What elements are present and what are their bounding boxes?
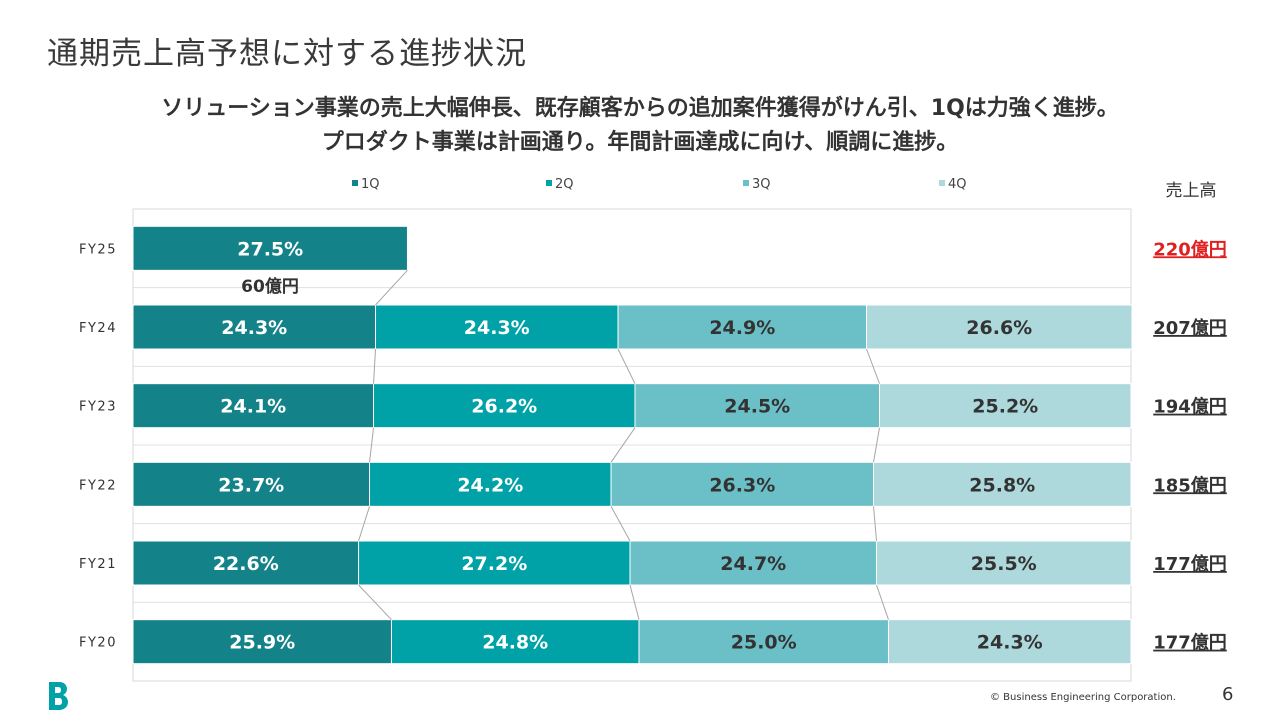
bar-segment [132,225,408,271]
fy25-annotation: 60億円 [241,276,299,297]
series-line [610,506,631,542]
bar-segment [610,461,875,507]
bar-segment [638,619,889,665]
legend-marker [546,180,552,186]
category-label: FY22 [79,478,117,493]
series-line [375,269,408,306]
legend-marker [352,180,358,186]
series-line [866,348,880,384]
bar-data-label: 25.2% [972,396,1038,418]
bar-segment [358,540,631,586]
bar-segment [132,540,360,586]
company-logo-icon [49,682,68,710]
bar-data-label: 24.8% [482,632,548,654]
bar-segment [887,619,1132,665]
series-line [873,506,878,542]
legend-label: 1Q [361,177,380,192]
category-label: FY21 [79,557,117,572]
series-line [617,348,636,384]
bar-segment [866,304,1133,350]
sales-value: 194億円 [1153,396,1227,418]
bar-segment [369,461,612,507]
sales-value: 185億円 [1153,474,1227,496]
bar-segment [617,304,868,350]
bar-data-label: 24.1% [220,396,286,418]
page-number: 6 [1222,684,1234,705]
bar-data-label: 24.5% [724,396,790,418]
bar-data-label: 24.3% [977,632,1043,654]
slide-subtitle-line-1: ソリューション事業の売上大幅伸長、既存顧客からの追加案件獲得がけん引、1Qは力強… [161,96,1119,121]
bar-data-label: 24.9% [709,317,775,339]
bar-data-label: 25.5% [971,553,1037,575]
slide-subtitle-line-2: プロダクト事業は計画通り。年間計画達成に向け、順調に進捗。 [321,130,959,155]
bar-data-label: 25.0% [731,632,797,654]
sales-value: 177億円 [1153,553,1227,575]
bar-data-label: 26.6% [966,317,1032,339]
series-line [629,584,640,620]
bar-data-label: 27.2% [461,553,527,575]
series-line [373,348,377,384]
bar-segment [390,619,640,665]
sales-value: 220億円 [1153,238,1227,260]
category-label: FY20 [79,636,117,651]
bar-data-label: 24.3% [221,317,287,339]
sales-value: 177億円 [1153,632,1227,654]
bar-segment [629,540,878,586]
bar-segment [879,383,1132,429]
sales-header: 売上高 [1166,181,1217,201]
bar-segment [375,304,619,350]
bar-data-label: 23.7% [218,474,284,496]
bar-data-label: 26.3% [709,474,775,496]
legend-marker [939,180,945,186]
bar-segment [132,383,375,429]
series-line [610,427,636,463]
bar-data-label: 27.5% [237,238,303,260]
bar-data-label: 26.2% [471,396,537,418]
category-label: FY24 [79,321,117,336]
series-line [873,427,880,463]
series-line [369,427,375,463]
bar-data-label: 25.9% [229,632,295,654]
sales-value: 207億円 [1153,317,1227,339]
bar-data-label: 24.2% [457,474,523,496]
bar-segment [876,540,1132,586]
bar-segment [132,461,371,507]
bar-data-label: 22.6% [213,553,279,575]
bar-segment [634,383,881,429]
bar-segment [873,461,1132,507]
bar-data-label: 24.7% [720,553,786,575]
legend-label: 2Q [555,177,574,192]
bar-segment [132,304,377,350]
series-line [358,584,392,621]
legend-marker [743,180,749,186]
bar-data-label: 25.8% [969,474,1035,496]
category-label: FY25 [79,242,117,257]
bar-data-label: 24.3% [464,317,530,339]
series-line [876,584,889,620]
series-line [358,506,371,542]
slide-title: 通期売上高予想に対する進捗状況 [47,36,527,72]
bar-segment [132,619,392,665]
legend-label: 3Q [752,177,771,192]
copyright-text: © Business Engineering Corporation. [990,692,1176,703]
category-label: FY23 [79,400,117,415]
legend-label: 4Q [948,177,967,192]
